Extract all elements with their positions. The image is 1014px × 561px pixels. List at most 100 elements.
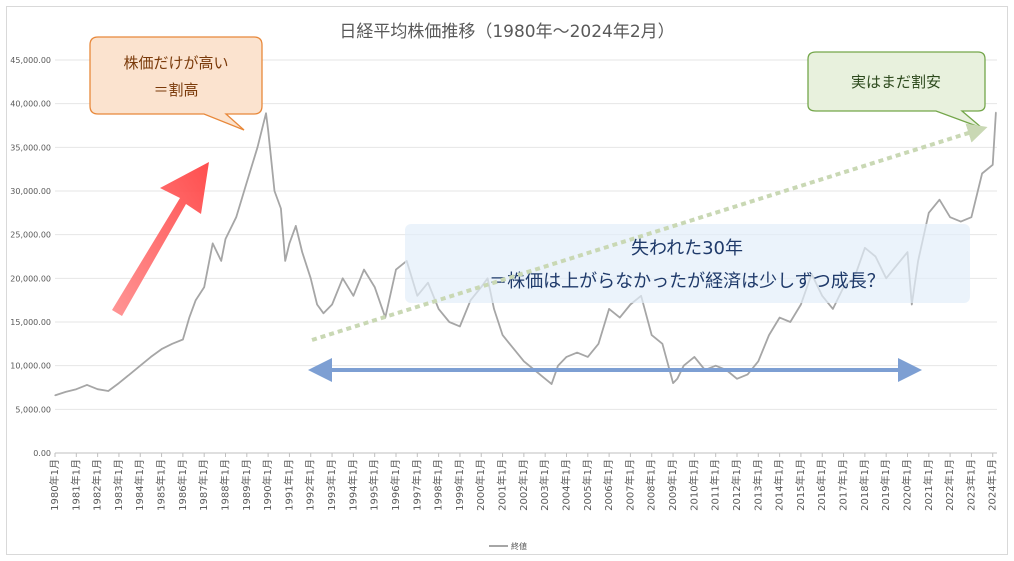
y-tick-label: 45,000.00 <box>10 56 51 65</box>
callout-undervalued: 実はまだ割安 <box>807 51 986 129</box>
data-point <box>747 373 749 375</box>
data-point <box>161 348 163 350</box>
data-point <box>75 388 77 390</box>
data-point <box>995 111 997 113</box>
data-point <box>676 378 678 380</box>
data-point <box>960 221 962 223</box>
data-point <box>195 299 197 301</box>
data-point <box>284 260 286 262</box>
data-point <box>150 356 152 358</box>
data-point <box>139 365 141 367</box>
chart-border <box>6 6 1008 555</box>
x-tick-label: 2015年1月 <box>794 459 807 511</box>
x-tick-label: 1992年1月 <box>304 459 317 511</box>
data-point <box>938 199 941 201</box>
x-tick-label: 1999年1月 <box>453 459 466 511</box>
legend-label: 終値 <box>511 541 527 551</box>
data-point <box>188 317 190 319</box>
data-point <box>587 356 589 358</box>
callout-undervalued-label: 実はまだ割安 <box>851 73 941 91</box>
x-tick-label: 1991年1月 <box>282 459 295 511</box>
data-point <box>629 303 632 306</box>
data-point <box>459 325 461 327</box>
data-point <box>448 321 450 323</box>
callout-overvalued: 株価だけが高い ＝割高 <box>89 36 263 131</box>
x-tick-label: 2004年1月 <box>559 459 572 511</box>
x-tick-label: 1995年1月 <box>368 459 381 511</box>
data-point <box>651 334 653 336</box>
data-point <box>928 212 930 214</box>
data-point <box>171 343 173 345</box>
data-point <box>608 308 610 310</box>
x-tick-label: 2014年1月 <box>773 459 786 511</box>
x-tick-label: 1983年1月 <box>112 459 125 511</box>
x-tick-label: 2005年1月 <box>581 459 594 511</box>
data-point <box>280 207 282 210</box>
y-tick-label: 5,000.00 <box>15 405 51 414</box>
x-tick-label: 2001年1月 <box>496 459 509 511</box>
x-tick-label: 2008年1月 <box>645 459 658 511</box>
data-point <box>565 356 568 358</box>
x-tick-label: 2019年1月 <box>879 459 892 511</box>
y-tick-label: 20,000.00 <box>10 274 51 283</box>
x-tick-label: 2009年1月 <box>666 459 679 511</box>
x-tick-label: 1987年1月 <box>197 459 210 511</box>
data-point <box>107 390 109 392</box>
y-tick-label: 40,000.00 <box>10 100 51 109</box>
data-point <box>597 343 600 345</box>
data-point <box>118 382 120 384</box>
data-point <box>267 129 269 131</box>
x-tick-label: 2017年1月 <box>837 459 850 511</box>
data-point <box>619 317 621 319</box>
data-point <box>265 112 267 114</box>
x-tick-label: 2012年1月 <box>730 459 743 511</box>
x-tick-label: 2006年1月 <box>602 459 615 511</box>
data-point <box>661 343 664 345</box>
data-point <box>438 308 440 310</box>
data-point <box>342 277 344 279</box>
x-tick-label: 2002年1月 <box>517 459 530 511</box>
x-tick-label: 2011年1月 <box>709 459 722 511</box>
data-point <box>683 365 685 367</box>
x-tick-label: 1988年1月 <box>218 459 231 511</box>
x-tick-label: 1998年1月 <box>432 459 445 511</box>
legend: 終値 <box>489 541 527 551</box>
data-point <box>911 303 913 306</box>
data-point <box>736 378 738 380</box>
data-point <box>363 269 365 271</box>
x-tick-label: 2000年1月 <box>474 459 487 511</box>
data-point <box>97 388 99 390</box>
data-point <box>322 312 325 314</box>
callout-overvalued-line1: 株価だけが高い <box>123 54 228 72</box>
y-tick-label: 15,000.00 <box>10 318 51 327</box>
callout-overvalued-line2: ＝割高 <box>153 81 198 99</box>
x-tick-label: 1986年1月 <box>176 459 189 511</box>
data-point <box>295 225 297 227</box>
data-point <box>352 295 354 297</box>
data-point <box>949 216 951 218</box>
data-point <box>800 303 802 306</box>
data-point <box>203 286 205 288</box>
x-tick-label: 1984年1月 <box>133 459 146 511</box>
x-tick-label: 2021年1月 <box>922 459 935 511</box>
data-point <box>86 384 88 386</box>
x-tick-label: 2023年1月 <box>964 459 977 511</box>
data-point <box>544 378 546 380</box>
data-point <box>331 303 333 306</box>
data-point <box>512 347 514 349</box>
x-tick-label: 2018年1月 <box>858 459 871 511</box>
data-point <box>832 308 834 310</box>
lost-decades-line1: 失われた30年 <box>631 238 743 259</box>
data-point <box>502 334 504 336</box>
data-point <box>992 164 994 166</box>
chart-title: 日経平均株価推移（1980年〜2024年2月） <box>339 22 674 42</box>
x-tick-label: 1989年1月 <box>240 459 253 511</box>
data-point <box>395 269 397 271</box>
x-tick-label: 1994年1月 <box>346 459 359 511</box>
x-tick-label: 1993年1月 <box>325 459 338 511</box>
x-axis-ticks: 1980年1月 1981年1月 1982年1月 1983年1月 1984年1月 1985年… <box>48 453 999 511</box>
data-point <box>374 286 376 288</box>
data-point <box>288 242 290 244</box>
data-point <box>789 321 791 323</box>
